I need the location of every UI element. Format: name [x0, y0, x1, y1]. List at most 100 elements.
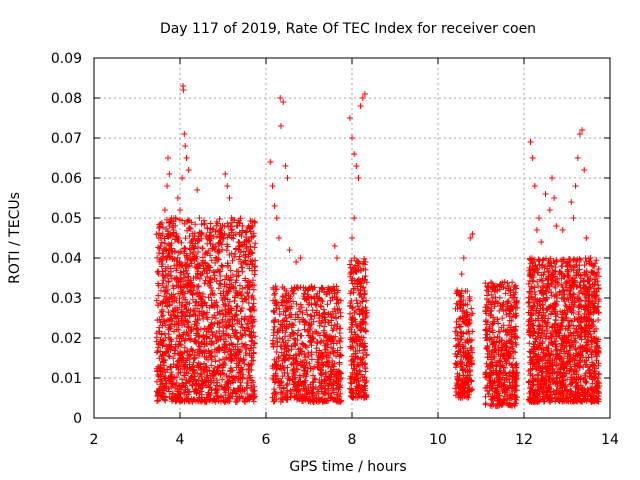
data-point	[247, 384, 254, 391]
data-point	[233, 303, 240, 310]
data-point	[198, 373, 205, 380]
data-point	[314, 339, 321, 345]
data-point	[215, 256, 222, 263]
data-point	[167, 364, 174, 371]
data-point	[154, 392, 161, 399]
data-point	[204, 225, 211, 232]
data-point	[552, 316, 559, 323]
data-point	[191, 355, 197, 362]
data-point	[208, 284, 214, 291]
data-point	[182, 235, 189, 242]
data-point	[171, 262, 178, 269]
data-point	[221, 399, 228, 405]
data-point	[210, 233, 217, 240]
data-point	[213, 278, 220, 285]
data-point	[211, 320, 218, 327]
data-point	[237, 308, 244, 315]
data-point	[171, 248, 178, 255]
data-point	[197, 302, 204, 309]
data-point	[221, 341, 228, 347]
data-point	[205, 347, 212, 354]
data-point	[245, 278, 252, 285]
data-point	[179, 288, 186, 295]
data-point	[307, 312, 314, 319]
data-point	[271, 323, 278, 330]
data-point	[206, 277, 213, 284]
data-point	[188, 260, 195, 267]
data-point	[251, 282, 258, 289]
data-point	[238, 233, 245, 239]
data-point	[248, 337, 255, 344]
data-point	[206, 384, 213, 391]
data-point	[225, 287, 232, 294]
data-point	[236, 349, 242, 356]
data-point	[187, 337, 194, 343]
data-point	[187, 239, 194, 246]
data-point	[179, 262, 186, 269]
data-point	[230, 271, 236, 278]
data-point	[239, 268, 246, 275]
data-point	[238, 321, 245, 328]
data-point	[210, 373, 217, 380]
data-point	[553, 379, 560, 386]
data-point	[452, 385, 459, 392]
data-point	[187, 307, 194, 314]
data-point	[525, 299, 532, 306]
data-point	[164, 286, 171, 293]
data-point	[224, 183, 231, 189]
data-point	[210, 241, 216, 248]
data-point	[247, 281, 254, 288]
data-point	[346, 261, 353, 268]
data-point	[158, 239, 165, 246]
data-point	[245, 361, 252, 368]
data-point	[181, 131, 188, 137]
data-point	[182, 274, 188, 281]
data-point	[183, 263, 190, 270]
data-point	[179, 320, 186, 327]
data-point	[167, 347, 174, 353]
data-point	[221, 276, 228, 283]
data-point	[246, 265, 253, 272]
data-point	[173, 374, 180, 380]
data-point	[186, 224, 193, 231]
data-point	[200, 217, 207, 224]
data-point	[164, 183, 171, 189]
data-point	[216, 324, 223, 331]
data-point	[242, 399, 248, 405]
data-point	[173, 380, 180, 386]
data-point	[203, 374, 210, 381]
data-point	[196, 308, 203, 315]
data-point	[166, 223, 173, 229]
data-point	[324, 301, 331, 308]
data-point	[160, 357, 167, 364]
data-point	[159, 306, 166, 313]
data-point	[239, 295, 245, 302]
data-point	[227, 380, 234, 387]
data-point	[216, 239, 223, 246]
data-point	[237, 386, 243, 393]
data-point	[194, 370, 201, 377]
data-point	[196, 263, 203, 269]
data-point	[175, 370, 182, 376]
data-point	[227, 351, 234, 358]
data-point	[183, 329, 190, 336]
data-point	[194, 326, 201, 333]
data-point	[208, 232, 215, 239]
data-point	[184, 309, 191, 316]
data-point	[162, 375, 169, 381]
data-point	[173, 282, 180, 289]
data-point	[178, 239, 185, 246]
data-point	[201, 220, 208, 227]
data-point	[220, 397, 227, 404]
data-point	[165, 309, 172, 316]
data-point	[162, 397, 169, 404]
data-point	[251, 244, 258, 251]
data-point	[193, 264, 200, 271]
data-point	[197, 292, 204, 299]
data-point	[188, 375, 195, 381]
data-point	[329, 327, 336, 334]
data-point	[176, 357, 183, 364]
data-point	[170, 361, 177, 368]
data-point	[202, 260, 209, 267]
data-point	[177, 248, 184, 255]
